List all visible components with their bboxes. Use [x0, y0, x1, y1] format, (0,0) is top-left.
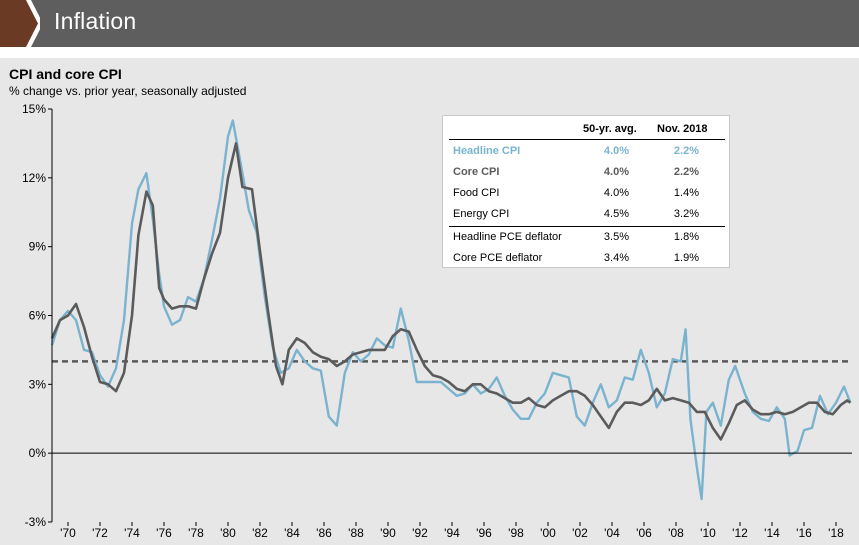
section-tab-icon [0, 0, 40, 47]
table-row: Core CPI 4.0% 2.2% [443, 162, 729, 183]
row-label: Core CPI [453, 166, 500, 178]
row-label: Energy CPI [453, 208, 510, 220]
col-header-avg: 50-yr. avg. [583, 123, 637, 135]
x-tick-label: '96 [476, 526, 492, 540]
x-tick-label: '72 [92, 526, 108, 540]
row-nov-value: 1.8% [673, 231, 699, 243]
x-tick-label: '92 [412, 526, 428, 540]
x-tick-label: '18 [828, 526, 844, 540]
x-tick-label: '82 [252, 526, 268, 540]
table-row: Core PCE deflator 3.4% 1.9% [443, 248, 729, 269]
row-avg-value: 3.5% [603, 231, 629, 243]
x-tick-label: '14 [764, 526, 780, 540]
row-nov-value: 1.9% [673, 252, 699, 264]
x-tick-label: '94 [444, 526, 460, 540]
table-divider [449, 139, 725, 140]
core-cpi-line [50, 142, 852, 441]
y-tick-label: 3% [29, 377, 47, 391]
y-tick-label: 12% [22, 171, 46, 185]
x-tick-label: '78 [188, 526, 204, 540]
row-nov-value: 1.4% [673, 187, 699, 199]
row-nov-value: 3.2% [673, 208, 699, 220]
col-header-nov: Nov. 2018 [657, 123, 708, 135]
row-avg-value: 4.0% [603, 187, 629, 199]
table-row: Headline CPI 4.0% 2.2% [443, 141, 729, 162]
y-tick-label: 9% [29, 240, 47, 254]
x-tick-label: '74 [124, 526, 140, 540]
x-tick-label: '04 [604, 526, 620, 540]
chart-subtitle: % change vs. prior year, seasonally adju… [9, 84, 247, 98]
table-row: Energy CPI 4.5% 3.2% [443, 204, 729, 225]
x-tick-label: '02 [572, 526, 588, 540]
x-tick-label: '06 [636, 526, 652, 540]
row-avg-value: 4.0% [603, 166, 629, 178]
x-tick-label: '84 [284, 526, 300, 540]
headline-cpi-line [50, 119, 852, 501]
x-tick-label: '86 [316, 526, 332, 540]
table-divider [449, 226, 725, 227]
y-tick-label: -3% [25, 515, 47, 529]
row-nov-value: 2.2% [673, 145, 699, 157]
row-avg-value: 4.0% [603, 145, 629, 157]
x-tick-label: '80 [220, 526, 236, 540]
row-label: Food CPI [453, 187, 500, 199]
page-title: Inflation [54, 8, 137, 34]
x-tick-label: '98 [508, 526, 524, 540]
x-tick-label: '90 [380, 526, 396, 540]
x-tick-label: '16 [796, 526, 812, 540]
x-tick-label: '70 [60, 526, 76, 540]
row-label: Headline CPI [453, 145, 521, 157]
x-tick-label: '08 [668, 526, 684, 540]
x-tick-label: '00 [540, 526, 556, 540]
row-label: Headline PCE deflator [453, 231, 562, 243]
x-tick-label: '88 [348, 526, 364, 540]
table-row: Headline PCE deflator 3.5% 1.8% [443, 227, 729, 248]
x-tick-label: '76 [156, 526, 172, 540]
table-row: Food CPI 4.0% 1.4% [443, 183, 729, 204]
row-nov-value: 2.2% [673, 166, 699, 178]
y-tick-label: 6% [29, 309, 47, 323]
inflation-summary-table: 50-yr. avg. Nov. 2018 Headline CPI 4.0% 2.… [442, 115, 730, 268]
y-tick-label: 15% [22, 102, 46, 116]
row-avg-value: 3.4% [603, 252, 629, 264]
header-bar: Inflation [0, 0, 859, 47]
x-tick-label: '12 [732, 526, 748, 540]
y-tick-label: 0% [29, 446, 47, 460]
row-avg-value: 4.5% [603, 208, 629, 220]
x-tick-label: '10 [700, 526, 716, 540]
chart-title: CPI and core CPI [9, 66, 122, 82]
row-label: Core PCE deflator [453, 252, 543, 264]
